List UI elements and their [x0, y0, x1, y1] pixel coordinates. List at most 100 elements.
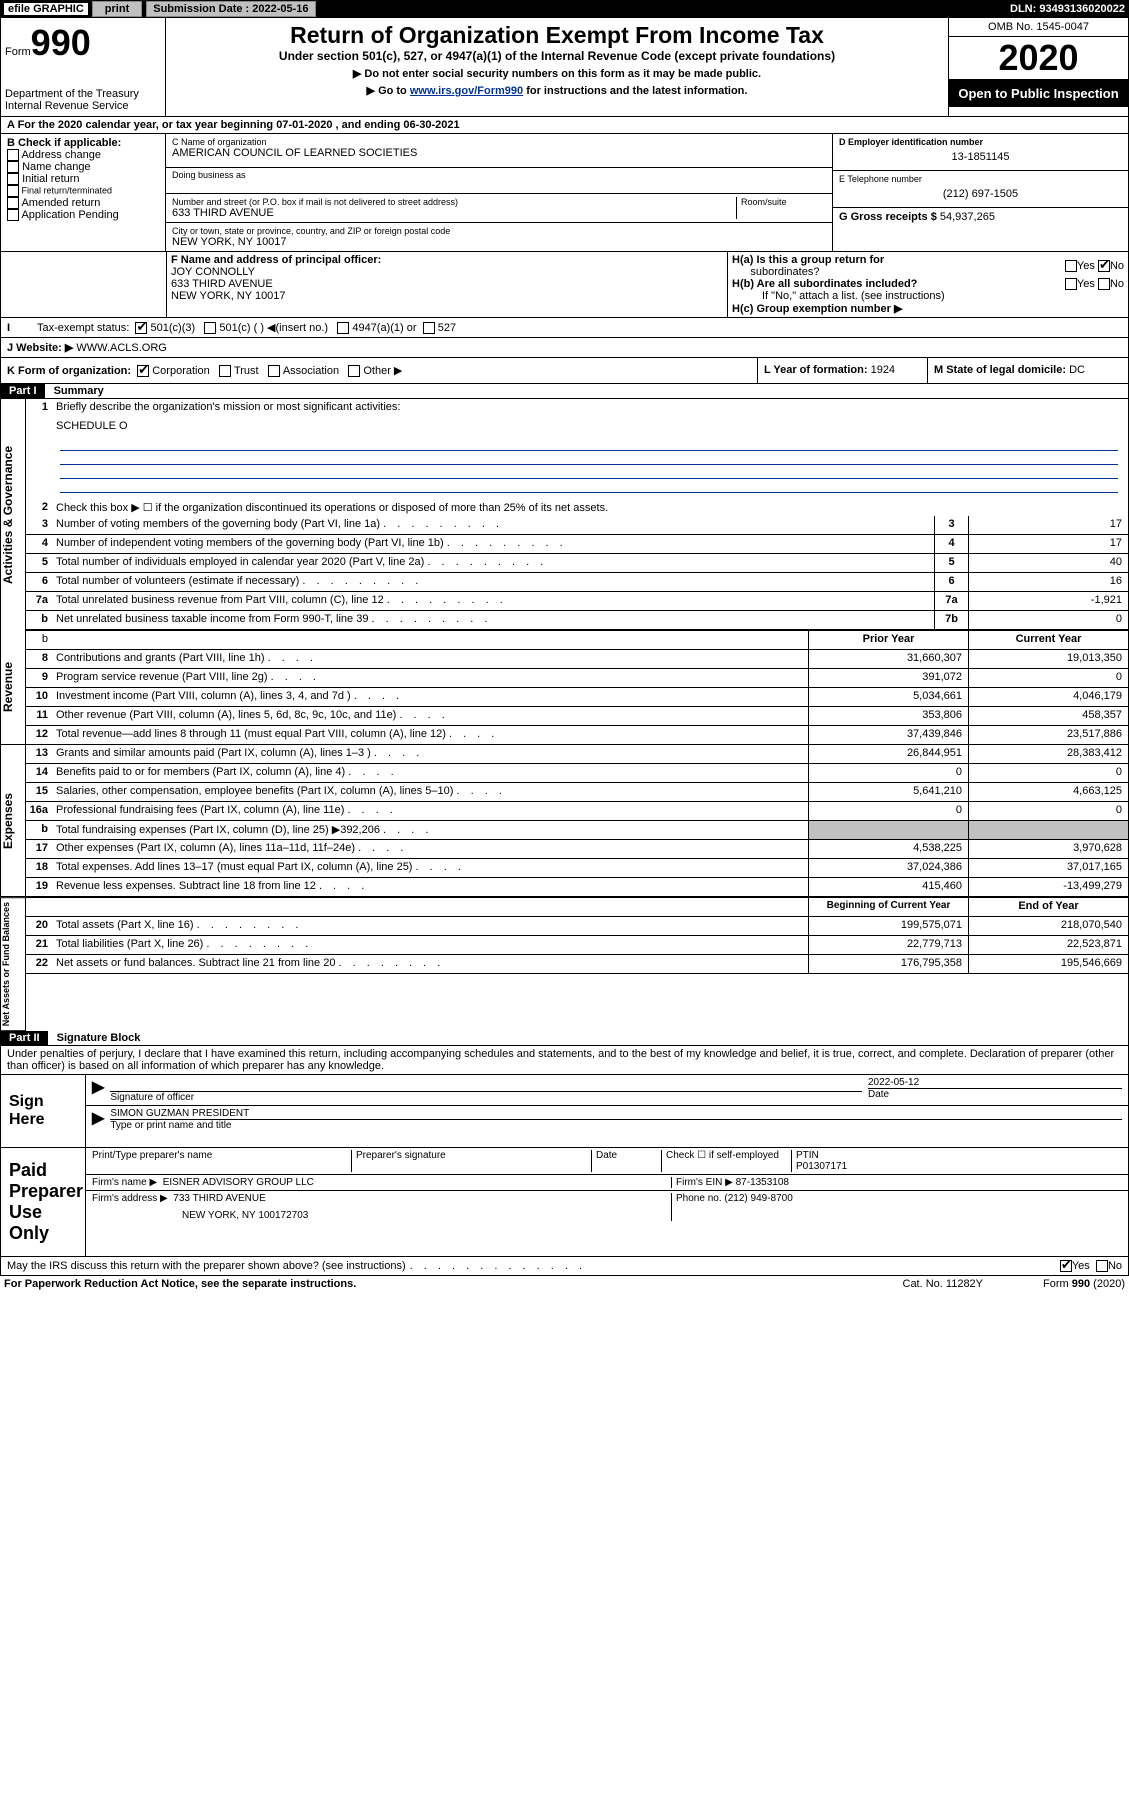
section-fh: F Name and address of principal officer:… — [0, 252, 1129, 318]
pra-notice: For Paperwork Reduction Act Notice, see … — [4, 1278, 356, 1290]
chk-address-change[interactable]: Address change — [7, 149, 159, 161]
part1-exp: Expenses 13Grants and similar amounts pa… — [0, 745, 1129, 897]
l-value: 1924 — [871, 364, 895, 376]
chk-final-return-label: Final return/terminated — [22, 186, 113, 196]
527-label: 527 — [438, 322, 456, 334]
ptin-value: P01307171 — [796, 1161, 1122, 1172]
ha-yes-checkbox[interactable] — [1065, 260, 1077, 272]
501c3-label: 501(c)(3) — [151, 322, 196, 334]
tax-period: A For the 2020 calendar year, or tax yea… — [0, 117, 1129, 134]
chk-name-change-label: Name change — [22, 161, 91, 173]
sig-date: 2022-05-12 — [868, 1077, 1122, 1088]
gov-line: 4Number of independent voting members of… — [26, 535, 1128, 554]
room-label: Room/suite — [741, 197, 826, 207]
box-b-label: B Check if applicable: — [7, 137, 159, 149]
gov-line: 3Number of voting members of the governi… — [26, 516, 1128, 535]
firm-addr1: 733 THIRD AVENUE — [173, 1193, 265, 1204]
part2-title: Signature Block — [57, 1032, 141, 1044]
form-prefix: Form — [5, 46, 31, 58]
col-end: End of Year — [968, 898, 1128, 916]
org-address: 633 THIRD AVENUE — [172, 207, 736, 219]
irs-link[interactable]: www.irs.gov/Form990 — [410, 85, 523, 97]
chk-amended-return[interactable]: Amended return — [7, 197, 159, 209]
sig-officer-label: Signature of officer — [110, 1091, 862, 1103]
website-row: J Website: ▶ WWW.ACLS.ORG — [0, 338, 1129, 358]
discuss-yes-checkbox[interactable] — [1060, 1260, 1072, 1272]
tax-status-label: Tax-exempt status: — [37, 322, 129, 334]
self-employed-label: Check ☐ if self-employed — [662, 1150, 792, 1172]
box-f: F Name and address of principal officer:… — [166, 252, 728, 317]
header-note1: ▶ Do not enter social security numbers o… — [170, 67, 944, 80]
chk-app-pending-label: Application Pending — [21, 209, 118, 221]
part2-header: Part II Signature Block — [0, 1031, 1129, 1046]
header-right: OMB No. 1545-0047 2020 Open to Public In… — [948, 18, 1128, 116]
chk-corp[interactable] — [137, 365, 149, 377]
firm-ein: 87-1353108 — [736, 1177, 789, 1188]
chk-initial-return[interactable]: Initial return — [7, 173, 159, 185]
chk-501c[interactable] — [204, 322, 216, 334]
chk-501c3[interactable] — [135, 322, 147, 334]
hb-no-checkbox[interactable] — [1098, 278, 1110, 290]
form-subtitle: Under section 501(c), 527, or 4947(a)(1)… — [170, 49, 944, 63]
exp-line: 13Grants and similar amounts paid (Part … — [26, 745, 1128, 764]
officer-name-typed: SIMON GUZMAN PRESIDENT — [110, 1108, 1122, 1119]
net-line: 21Total liabilities (Part X, line 26) . … — [26, 936, 1128, 955]
chk-initial-return-label: Initial return — [22, 173, 79, 185]
note2-pre: ▶ Go to — [367, 85, 410, 97]
vert-gov: Activities & Governance — [0, 399, 26, 630]
cat-no: Cat. No. 11282Y — [903, 1278, 984, 1290]
m-value: DC — [1069, 364, 1085, 376]
rev-line: 11Other revenue (Part VIII, column (A), … — [26, 707, 1128, 726]
chk-trust[interactable] — [219, 365, 231, 377]
paid-preparer-label: Paid Preparer Use Only — [1, 1148, 86, 1256]
net-line: 20Total assets (Part X, line 16) . . . .… — [26, 917, 1128, 936]
chk-other[interactable] — [348, 365, 360, 377]
perjury-declaration: Under penalties of perjury, I declare th… — [0, 1046, 1129, 1075]
form-title: Return of Organization Exempt From Incom… — [170, 22, 944, 49]
chk-527[interactable] — [423, 322, 435, 334]
hb-yes-checkbox[interactable] — [1065, 278, 1077, 290]
header-note2: ▶ Go to www.irs.gov/Form990 for instruct… — [170, 84, 944, 97]
chk-final-return[interactable]: Final return/terminated — [7, 185, 159, 197]
addr-label: Number and street (or P.O. box if mail i… — [172, 197, 736, 207]
ha-no-checkbox[interactable] — [1098, 260, 1110, 272]
sign-here-block: Sign Here ▶ Signature of officer 2022-05… — [0, 1075, 1129, 1148]
ha-no: No — [1110, 260, 1124, 272]
box-b: B Check if applicable: Address change Na… — [1, 134, 166, 251]
omb-number: OMB No. 1545-0047 — [949, 18, 1128, 37]
dots: . . . . . . . . . . . . . — [406, 1260, 1060, 1272]
chk-4947[interactable] — [337, 322, 349, 334]
open-inspection: Open to Public Inspection — [949, 80, 1128, 107]
assoc-label: Association — [283, 365, 339, 377]
print-button[interactable]: print — [92, 1, 142, 17]
addr-cell: Number and street (or P.O. box if mail i… — [166, 194, 832, 223]
officer-addr2: NEW YORK, NY 10017 — [171, 290, 723, 302]
col-current: Current Year — [968, 631, 1128, 649]
exp-line: bTotal fundraising expenses (Part IX, co… — [26, 821, 1128, 840]
chk-application-pending[interactable]: Application Pending — [7, 209, 159, 221]
prep-date-label: Date — [592, 1150, 662, 1172]
hb-label: H(b) Are all subordinates included? — [732, 278, 917, 290]
discuss-no-checkbox[interactable] — [1096, 1260, 1108, 1272]
box-k: K Form of organization: Corporation Trus… — [1, 358, 758, 383]
dln: DLN: 93493136020022 — [1010, 3, 1125, 15]
form-footer: Form 990 (2020) — [1043, 1278, 1125, 1290]
officer-name: JOY CONNOLLY — [171, 266, 723, 278]
vert-exp: Expenses — [0, 745, 26, 897]
part1-header: Part I Summary — [0, 384, 1129, 399]
box-d: D Employer identification number 13-1851… — [833, 134, 1128, 171]
ein-label: D Employer identification number — [839, 137, 1122, 147]
discuss-label: May the IRS discuss this return with the… — [7, 1260, 406, 1272]
footer: For Paperwork Reduction Act Notice, see … — [0, 1276, 1129, 1292]
firm-addr-label: Firm's address ▶ — [92, 1193, 168, 1204]
chk-assoc[interactable] — [268, 365, 280, 377]
box-h: H(a) Is this a group return for subordin… — [728, 252, 1128, 317]
org-name-label: C Name of organization — [172, 137, 826, 147]
chk-amended-return-label: Amended return — [21, 197, 100, 209]
other-label: Other ▶ — [363, 365, 402, 377]
officer-type-label: Type or print name and title — [110, 1119, 1122, 1131]
exp-line: 19Revenue less expenses. Subtract line 1… — [26, 878, 1128, 897]
phone-label: E Telephone number — [839, 174, 1122, 184]
header-left: Form990 Department of the Treasury Inter… — [1, 18, 166, 116]
chk-name-change[interactable]: Name change — [7, 161, 159, 173]
